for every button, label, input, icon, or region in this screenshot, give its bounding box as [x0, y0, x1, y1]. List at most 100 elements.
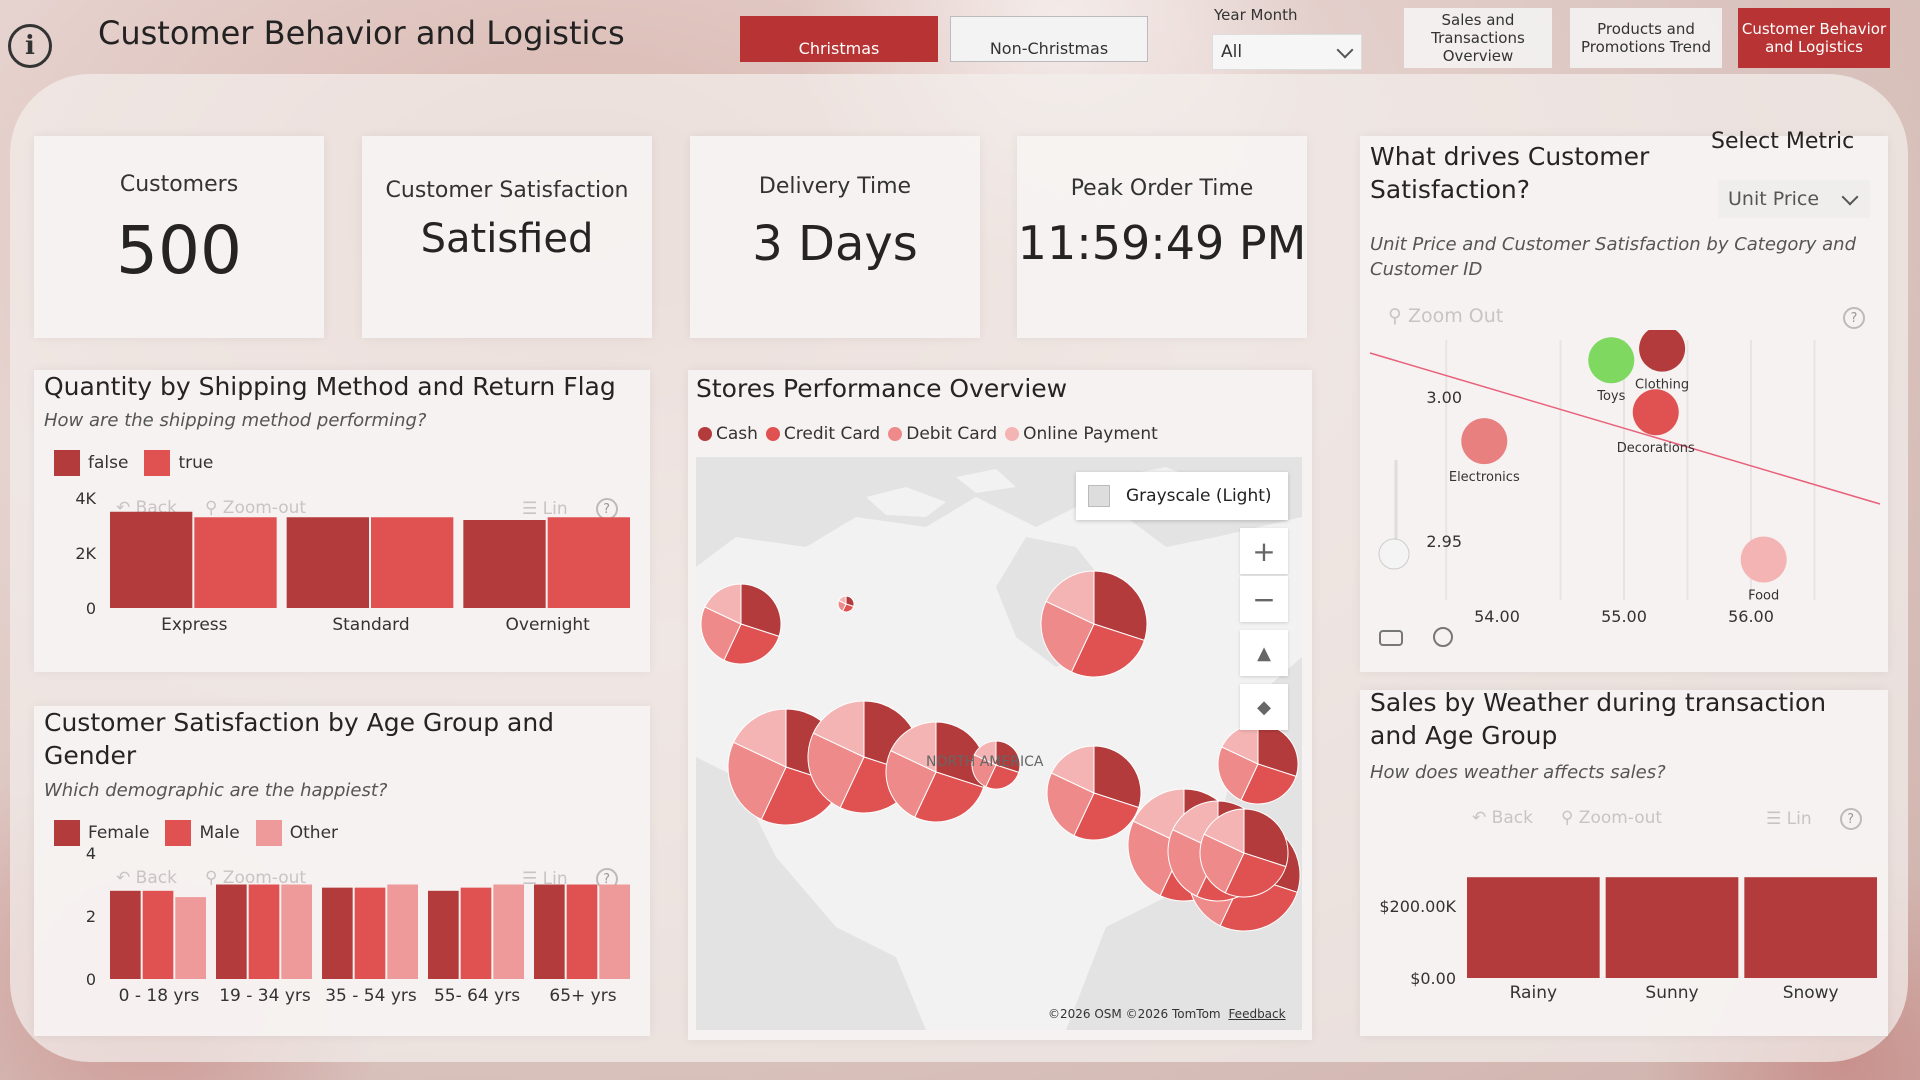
legend-item[interactable]: true — [144, 450, 213, 476]
zoom-out-button[interactable]: ⚲ Zoom Out — [1388, 305, 1504, 327]
bar[interactable] — [110, 890, 141, 979]
tilt-icon[interactable]: ▲ — [1240, 630, 1288, 676]
bar[interactable] — [322, 887, 353, 979]
legend-item[interactable]: Male — [165, 820, 240, 846]
legend-item[interactable]: Other — [255, 820, 338, 846]
scatter-point[interactable] — [1588, 337, 1635, 384]
zoom-slider-handle[interactable] — [1378, 538, 1410, 570]
select-metric-dropdown[interactable]: Unit Price — [1718, 180, 1870, 218]
pie-slice[interactable] — [700, 606, 742, 661]
pie-slice[interactable] — [1132, 788, 1185, 846]
legend-item[interactable]: Female — [54, 820, 149, 846]
lin-button[interactable]: ☰ Lin — [522, 499, 568, 519]
scatter-point[interactable] — [1632, 389, 1679, 436]
pie-slice[interactable] — [973, 740, 997, 766]
pie-slice[interactable] — [1240, 763, 1297, 805]
bar[interactable] — [387, 884, 418, 980]
info-icon[interactable]: i — [8, 24, 52, 68]
bar[interactable] — [110, 511, 193, 608]
bar[interactable] — [493, 884, 524, 980]
scatter-point[interactable] — [1461, 418, 1508, 465]
bar[interactable] — [547, 517, 630, 608]
pie-slice[interactable] — [995, 740, 1021, 774]
map-canvas[interactable]: NORTH AMERICA — [696, 457, 1302, 1030]
nav-sales-transactions[interactable]: Sales and Transactions Overview — [1404, 8, 1552, 68]
pie-slice[interactable] — [723, 623, 780, 665]
zoom-out-map-button[interactable]: − — [1240, 576, 1288, 622]
bar[interactable] — [142, 890, 174, 979]
pie-slice[interactable] — [727, 741, 787, 821]
map-style-button[interactable]: Grayscale (Light) — [1076, 472, 1288, 520]
bar[interactable] — [286, 517, 369, 608]
pie-slice[interactable] — [740, 583, 782, 637]
bar[interactable] — [599, 884, 630, 980]
bar[interactable] — [1605, 877, 1739, 978]
selection-icon[interactable] — [1379, 630, 1403, 646]
pie-slice[interactable] — [732, 708, 787, 768]
pie-slice[interactable] — [885, 750, 937, 818]
compass-icon[interactable]: ◆ — [1240, 684, 1288, 730]
pie-slice[interactable] — [1217, 746, 1259, 801]
pie-slice[interactable] — [1093, 745, 1142, 809]
bar[interactable] — [194, 517, 277, 608]
pie-slice[interactable] — [1050, 745, 1095, 794]
lin-button[interactable]: ☰ Lin — [522, 869, 568, 889]
bar[interactable] — [354, 887, 386, 979]
scatter-point[interactable] — [1639, 330, 1686, 372]
bar[interactable] — [216, 884, 247, 980]
zoom-out-button[interactable]: ⚲ Zoom-out — [1560, 808, 1663, 828]
help-icon[interactable]: ? — [1843, 307, 1865, 329]
feedback-link[interactable]: Feedback — [1228, 1007, 1286, 1021]
nav-products-promotions[interactable]: Products and Promotions Trend — [1570, 8, 1722, 68]
bar[interactable] — [1467, 877, 1600, 978]
pie-slice[interactable] — [1045, 570, 1095, 625]
zoom-in-button[interactable]: + — [1240, 528, 1288, 574]
legend-item[interactable]: false — [54, 450, 128, 476]
shipping-legend: false true — [54, 450, 229, 476]
pie-slice[interactable] — [807, 732, 865, 809]
help-icon[interactable]: ? — [1839, 808, 1862, 830]
bar[interactable] — [534, 884, 565, 980]
back-button[interactable]: ↶ Back — [1472, 808, 1533, 828]
lasso-icon[interactable] — [1433, 627, 1453, 647]
pie-slice[interactable] — [1243, 808, 1289, 868]
pie-slice[interactable] — [890, 721, 937, 773]
year-month-dropdown[interactable]: All — [1212, 34, 1362, 70]
pie-slice[interactable] — [971, 754, 997, 788]
bar[interactable] — [460, 887, 492, 979]
back-button[interactable]: ↶ Back — [116, 868, 177, 888]
pie-slice[interactable] — [1199, 833, 1245, 894]
pie-slice[interactable] — [985, 764, 1020, 790]
bar[interactable] — [566, 884, 598, 980]
bar[interactable] — [281, 884, 312, 980]
pie-slice[interactable] — [1073, 792, 1140, 841]
bar[interactable] — [248, 884, 280, 980]
bar[interactable] — [371, 517, 454, 608]
pie-slice[interactable] — [838, 595, 847, 605]
pie-slice[interactable] — [1093, 570, 1148, 642]
legend-item[interactable]: Cash — [698, 424, 758, 444]
bar[interactable] — [428, 890, 459, 979]
legend-item[interactable]: Online Payment — [1005, 424, 1158, 444]
pie-slice[interactable] — [1203, 808, 1245, 854]
pie-slice[interactable] — [704, 583, 742, 625]
bar[interactable] — [1744, 877, 1877, 978]
legend-item[interactable]: Debit Card — [888, 424, 997, 444]
pie-slice[interactable] — [1040, 600, 1095, 673]
pie-slice[interactable] — [914, 771, 985, 823]
pie-slice[interactable] — [1070, 623, 1146, 678]
tab-christmas[interactable]: Christmas — [740, 16, 938, 62]
legend-item[interactable]: Credit Card — [765, 424, 880, 444]
tab-non-christmas[interactable]: Non-Christmas — [950, 16, 1148, 62]
pie-slice[interactable] — [812, 700, 865, 758]
legend-label: false — [88, 453, 129, 473]
lin-button[interactable]: ☰ Lin — [1766, 809, 1812, 829]
scatter-point[interactable] — [1740, 536, 1787, 583]
bar[interactable] — [463, 520, 546, 608]
pie-slice[interactable] — [1224, 852, 1287, 898]
zoom-out-button[interactable]: ⚲ Zoom-out — [204, 868, 307, 888]
pie-slice[interactable] — [1046, 772, 1095, 837]
bar[interactable] — [175, 897, 206, 979]
nav-customer-behavior[interactable]: Customer Behavior and Logistics — [1738, 8, 1890, 68]
zoom-out-button[interactable]: ⚲ Zoom-out — [204, 498, 307, 518]
